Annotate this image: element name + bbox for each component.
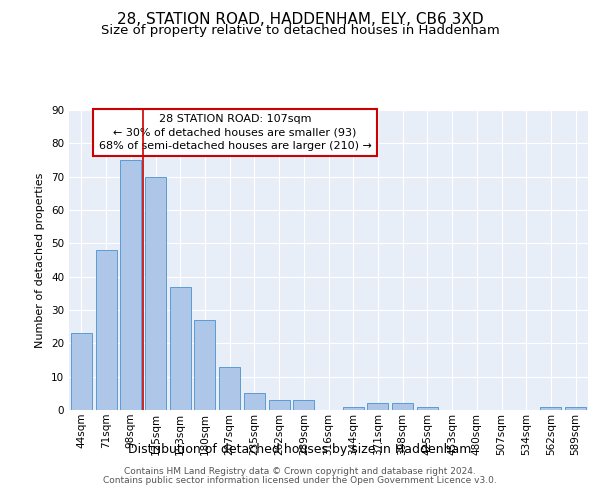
Bar <box>95 250 116 410</box>
Bar <box>565 406 586 410</box>
Bar <box>120 160 141 410</box>
Bar <box>367 404 388 410</box>
Text: Distribution of detached houses by size in Haddenham: Distribution of detached houses by size … <box>128 442 472 456</box>
Bar <box>392 404 413 410</box>
Y-axis label: Number of detached properties: Number of detached properties <box>35 172 46 348</box>
Text: 28 STATION ROAD: 107sqm
← 30% of detached houses are smaller (93)
68% of semi-de: 28 STATION ROAD: 107sqm ← 30% of detache… <box>98 114 371 151</box>
Text: Size of property relative to detached houses in Haddenham: Size of property relative to detached ho… <box>101 24 499 37</box>
Bar <box>219 366 240 410</box>
Text: Contains HM Land Registry data © Crown copyright and database right 2024.: Contains HM Land Registry data © Crown c… <box>124 467 476 476</box>
Bar <box>343 406 364 410</box>
Bar <box>194 320 215 410</box>
Bar <box>145 176 166 410</box>
Bar <box>541 406 562 410</box>
Text: 28, STATION ROAD, HADDENHAM, ELY, CB6 3XD: 28, STATION ROAD, HADDENHAM, ELY, CB6 3X… <box>116 12 484 28</box>
Bar <box>417 406 438 410</box>
Bar <box>71 334 92 410</box>
Bar <box>269 400 290 410</box>
Text: Contains public sector information licensed under the Open Government Licence v3: Contains public sector information licen… <box>103 476 497 485</box>
Bar <box>244 394 265 410</box>
Bar <box>293 400 314 410</box>
Bar <box>170 286 191 410</box>
